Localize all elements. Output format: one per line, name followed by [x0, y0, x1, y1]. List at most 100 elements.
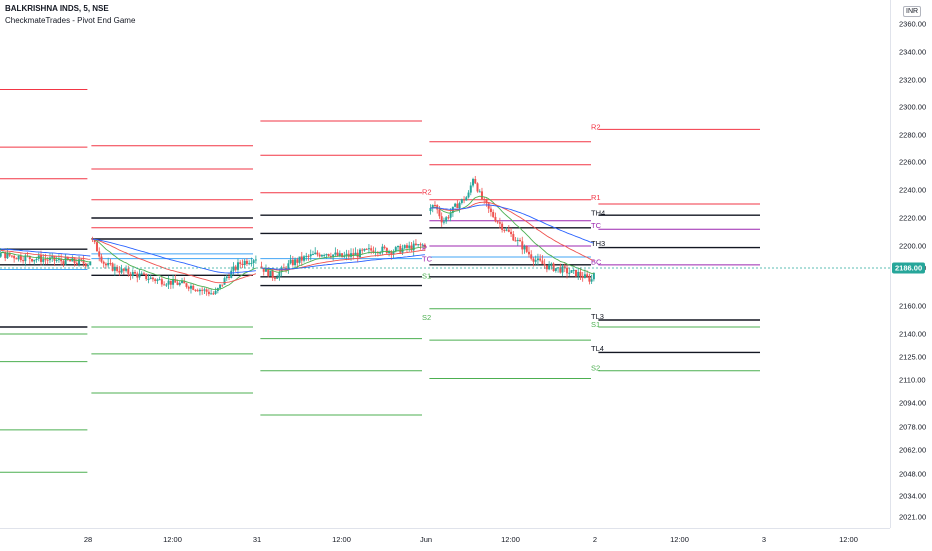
level-label: TH3 [591, 239, 605, 248]
candle-body [338, 253, 341, 256]
candle-body [248, 263, 251, 265]
candle-body [408, 245, 411, 248]
candle-body [410, 245, 413, 251]
candle-body [6, 252, 9, 259]
candle-body [561, 266, 564, 273]
candle-body [156, 279, 159, 281]
candle-body [8, 252, 11, 256]
candle-body [178, 282, 181, 285]
candle-body [100, 256, 103, 262]
candle-body [417, 244, 420, 246]
price-tick-label: 2140.00 [899, 329, 927, 339]
time-tick-label: 12:00 [501, 535, 520, 544]
candle-body [559, 267, 562, 273]
candle-body [165, 284, 168, 286]
currency-badge[interactable]: INR [903, 6, 922, 17]
symbol-title[interactable]: BALKRISHNA INDS, 5, NSE [5, 4, 109, 13]
candle-body [336, 252, 339, 256]
candle-body [489, 208, 492, 212]
candle-body [447, 217, 450, 219]
candle-body [363, 248, 366, 251]
candle-body [19, 255, 22, 261]
candle-body [303, 256, 306, 261]
candle-body [93, 239, 96, 243]
candle-body [341, 253, 344, 258]
candle-body [241, 263, 244, 266]
candle-body [205, 289, 208, 292]
candle-body [521, 241, 524, 250]
indicator-title[interactable]: CheckmateTrades - Pivot End Game [5, 16, 136, 25]
candle-body [69, 260, 72, 262]
candle-body [548, 264, 551, 270]
candle-body [98, 251, 101, 257]
candle-body [60, 258, 63, 262]
candle-body [320, 255, 323, 257]
level-label: TH4 [591, 208, 605, 217]
candle-body [381, 246, 384, 253]
candle-body [474, 179, 477, 184]
candle-body [469, 185, 472, 193]
time-tick-label: 3 [761, 535, 767, 544]
candle-body [271, 270, 274, 278]
candle-body [44, 259, 47, 261]
candle-body [221, 284, 224, 286]
price-axis[interactable]: 2360.00 2340.00 2320.00 2300.00 2280.00 2260.… [890, 0, 932, 528]
candle-body [496, 221, 499, 223]
candle-body [552, 263, 555, 271]
candle-body [590, 279, 593, 282]
ema-slow-line [92, 238, 257, 284]
time-tick-label: Jun [419, 535, 433, 544]
candle-body [514, 240, 517, 242]
level-label: TC [422, 255, 433, 264]
candle-body [28, 255, 31, 259]
candle-body [236, 262, 239, 270]
time-tick-label: 31 [252, 535, 262, 544]
candle-body [472, 179, 475, 186]
price-tick-label: 2200.00 [899, 241, 927, 251]
candle-body [423, 244, 426, 248]
candle-body [15, 258, 18, 260]
price-tick-label: 2034.00 [899, 491, 927, 501]
level-label: P [422, 244, 427, 253]
candle-body [566, 267, 569, 274]
candle-body [267, 268, 270, 276]
candle-body [325, 254, 328, 256]
level-label: R2 [422, 187, 432, 196]
candle-body [273, 277, 276, 279]
price-tick-label: 2320.00 [899, 75, 927, 85]
candle-body [0, 252, 2, 257]
candle-body [460, 199, 463, 203]
candle-body [46, 259, 49, 261]
level-label: TC [591, 221, 602, 230]
price-tick-label: 2280.00 [899, 130, 927, 140]
candle-body [64, 257, 67, 265]
chart-area[interactable]: R2 P TC S1 S2 R2 R1 TH4 TC TH3 BC TL3 S1 TL4 S2 BALKRI… [0, 0, 890, 528]
candle-body [536, 258, 539, 261]
candle-body [379, 252, 382, 254]
ema-fast-line [92, 238, 257, 291]
candle-body [125, 268, 128, 271]
candle-body [307, 255, 310, 257]
candle-body [309, 254, 312, 257]
candle-body [35, 258, 38, 260]
candle-body [116, 266, 119, 271]
ema-fast-line [0, 251, 91, 263]
level-label: TL4 [591, 344, 604, 353]
candle-body [33, 259, 36, 262]
candle-body [48, 257, 51, 261]
candle-body [13, 255, 16, 259]
price-tick-label: 2125.00 [899, 352, 927, 362]
candle-body [228, 276, 231, 278]
time-axis[interactable]: 28 12:00 31 12:00 Jun 12:00 2 12:00 3 12:00 [0, 528, 890, 551]
candle-body [414, 243, 417, 246]
candle-body [282, 267, 285, 269]
price-tick-label: 2220.00 [899, 213, 927, 223]
candle-body [84, 263, 87, 267]
candle-body [352, 253, 355, 256]
candle-body [278, 272, 281, 278]
candle-body [354, 252, 357, 256]
candle-body [158, 279, 161, 281]
candle-body [250, 262, 253, 264]
candle-body [17, 255, 20, 260]
